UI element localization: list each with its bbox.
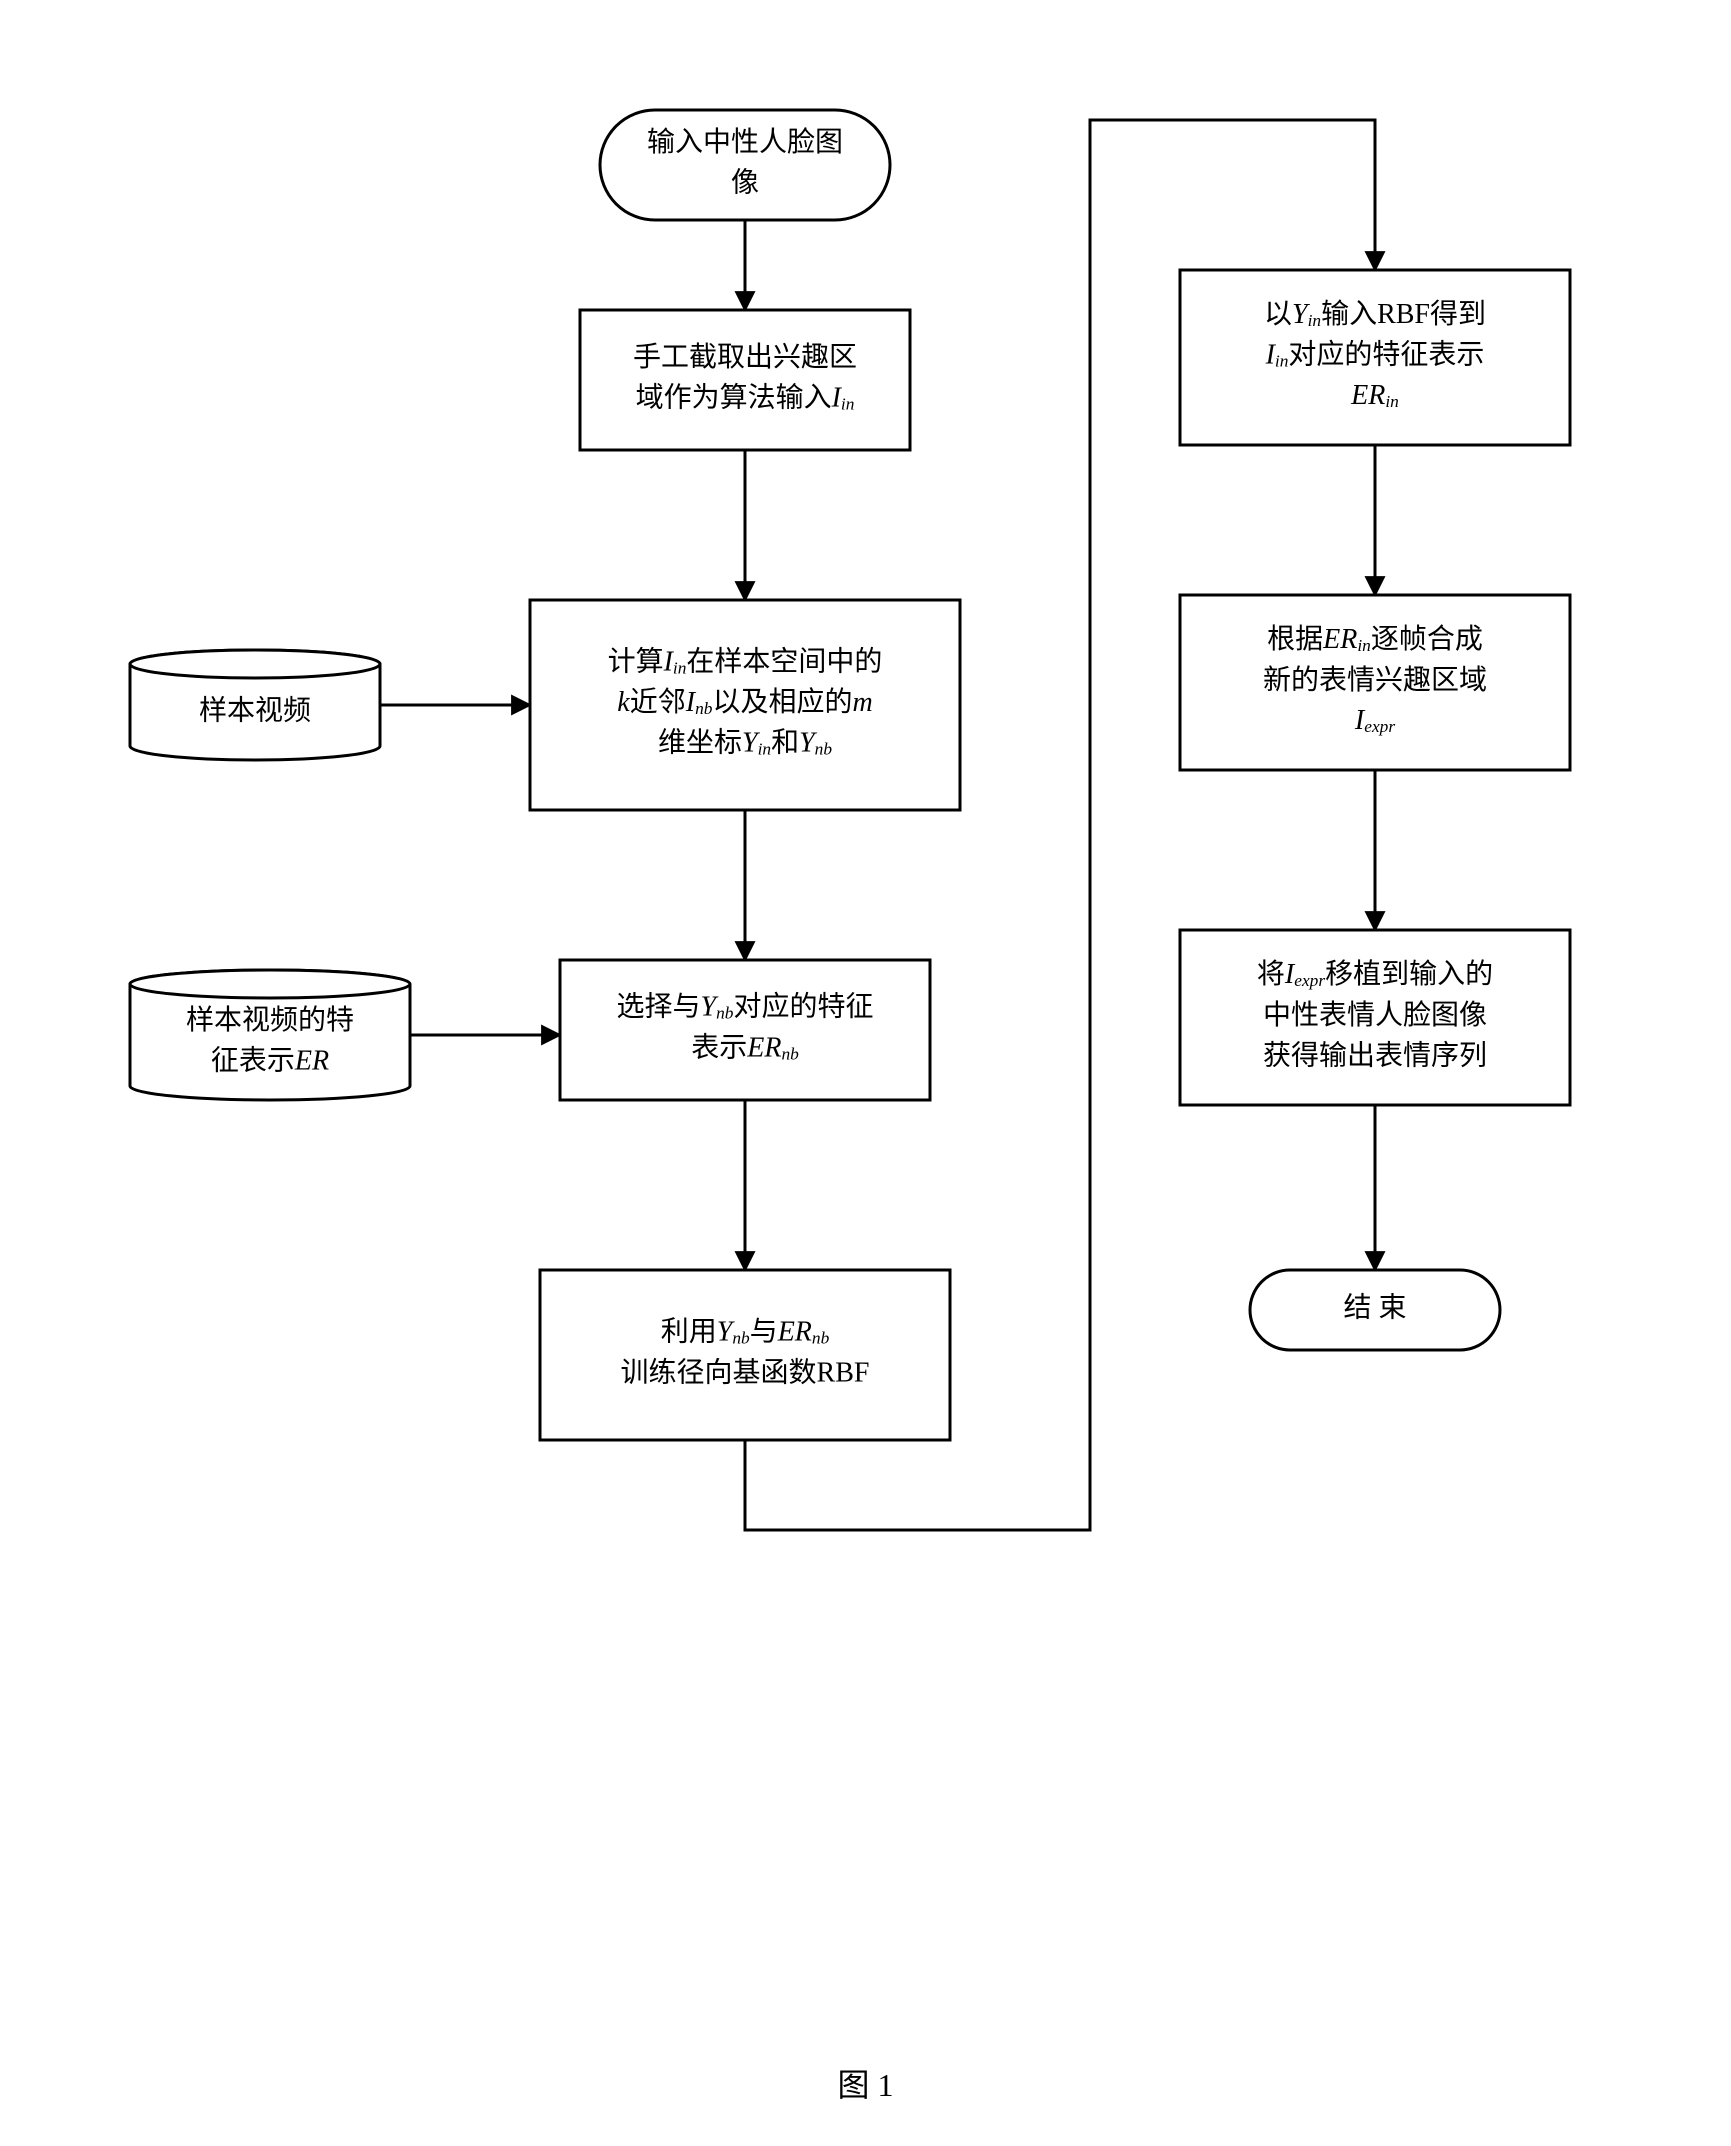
flowchart: 输入中性人脸图像手工截取出兴趣区域作为算法输入Iin 计算Iin在样本空间中的 k近…: [40, 40, 1691, 2020]
figure-caption: 图 1: [40, 2060, 1691, 2106]
node-n2: 计算Iin在样本空间中的 k近邻Inb以及相应的m 维坐标Yin和Ynb: [530, 600, 960, 810]
svg-text:Iin对应的特征表示: Iin对应的特征表示: [1265, 339, 1485, 371]
svg-text:训练径向基函数RBF: 训练径向基函数RBF: [621, 1357, 870, 1389]
node-n1: 手工截取出兴趣区域作为算法输入Iin: [580, 310, 910, 450]
svg-text:样本视频的特: 样本视频的特: [186, 1004, 354, 1036]
node-n5: 以Yin输入RBF得到Iin对应的特征表示ERin: [1180, 270, 1570, 445]
svg-text:域作为算法输入Iin: 域作为算法输入Iin: [636, 382, 855, 414]
svg-text:选择与Ynb对应的特征: 选择与Ynb对应的特征: [617, 991, 874, 1023]
svg-text:k近邻Inb以及相应的m: k近邻Inb以及相应的m: [617, 686, 872, 718]
node-start: 输入中性人脸图像: [600, 110, 890, 220]
svg-text:获得输出表情序列: 获得输出表情序列: [1263, 1040, 1487, 1072]
svg-text:征表示ER: 征表示ER: [211, 1045, 329, 1077]
svg-text:结 束: 结 束: [1343, 1291, 1406, 1323]
node-n7: 将Iexpr移植到输入的中性表情人脸图像获得输出表情序列: [1180, 930, 1570, 1105]
node-db1: 样本视频: [130, 650, 380, 760]
node-n6: 根据ERin逐帧合成新的表情兴趣区域Iexpr: [1180, 595, 1570, 770]
svg-text:维坐标Yin和Ynb: 维坐标Yin和Ynb: [658, 727, 832, 759]
svg-text:输入中性人脸图: 输入中性人脸图: [647, 126, 843, 158]
svg-text:以Yin输入RBF得到: 以Yin输入RBF得到: [1264, 298, 1486, 330]
svg-text:像: 像: [731, 167, 759, 199]
node-n4: 利用Ynb与ERnb训练径向基函数RBF: [540, 1270, 950, 1440]
svg-text:手工截取出兴趣区: 手工截取出兴趣区: [633, 341, 857, 373]
svg-text:样本视频: 样本视频: [199, 694, 311, 726]
svg-text:将Iexpr移植到输入的: 将Iexpr移植到输入的: [1257, 958, 1493, 990]
svg-text:根据ERin逐帧合成: 根据ERin逐帧合成: [1267, 623, 1483, 655]
svg-text:中性表情人脸图像: 中性表情人脸图像: [1263, 999, 1487, 1031]
node-n3: 选择与Ynb对应的特征表示ERnb: [560, 960, 930, 1100]
node-db2: 样本视频的特征表示ER: [130, 970, 410, 1100]
svg-text:新的表情兴趣区域: 新的表情兴趣区域: [1263, 664, 1487, 696]
svg-text:计算Iin在样本空间中的: 计算Iin在样本空间中的: [608, 646, 883, 678]
node-end: 结 束: [1250, 1270, 1500, 1350]
